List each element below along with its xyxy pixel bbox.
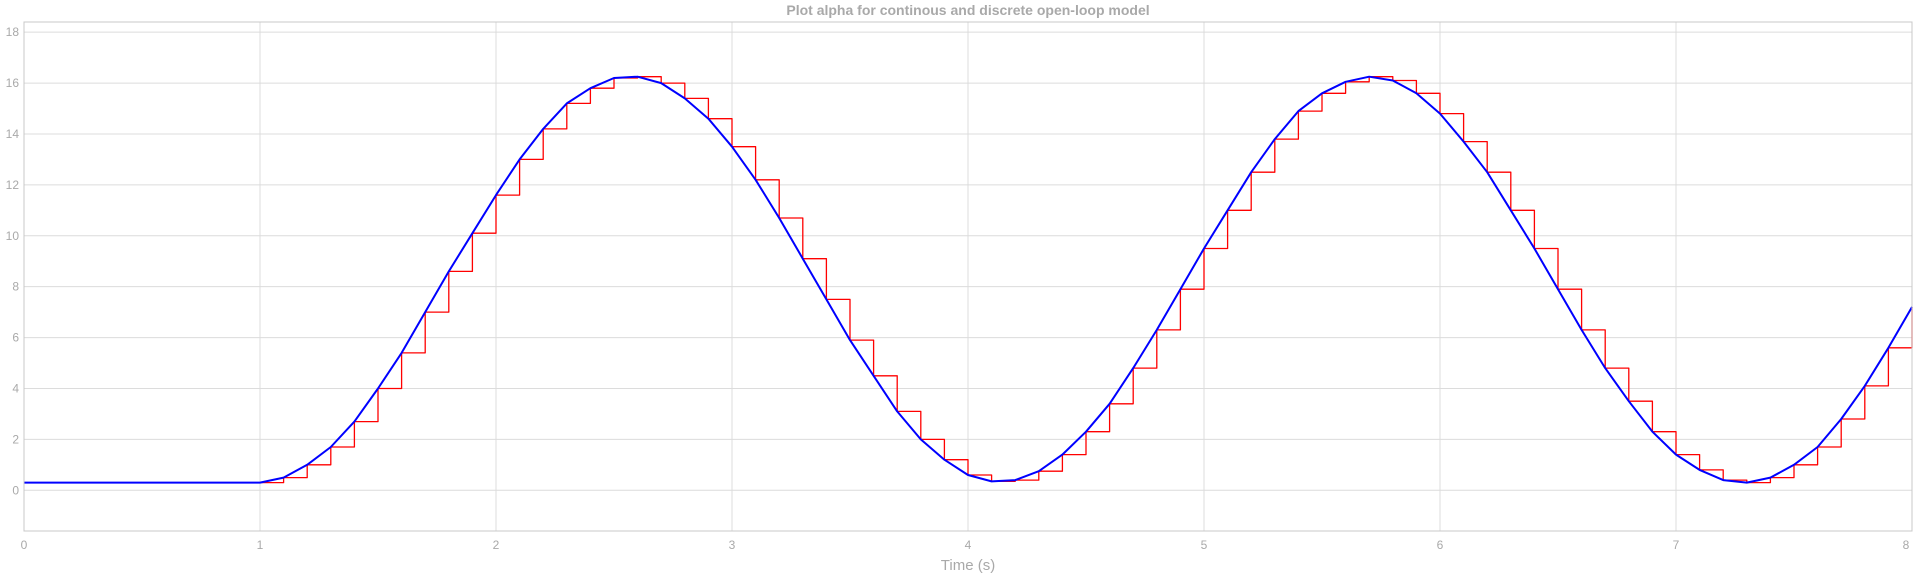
y-tick-label: 14	[6, 127, 20, 141]
grid-lines	[23, 22, 1913, 531]
x-tick-label: 2	[493, 538, 500, 552]
y-tick-label: 4	[12, 381, 19, 395]
y-tick-label: 10	[6, 229, 20, 243]
x-tick-label: 8	[1903, 538, 1910, 552]
y-tick-label: 0	[12, 483, 19, 497]
x-tick-label: 6	[1437, 538, 1444, 552]
x-tick-label: 7	[1673, 538, 1680, 552]
x-axis-label: Time (s)	[940, 557, 996, 574]
chart-title: Plot alpha for continous and discrete op…	[786, 2, 1150, 18]
x-tick-label: 3	[729, 538, 736, 552]
y-tick-label: 6	[12, 331, 19, 345]
x-tick-label: 0	[21, 538, 28, 552]
continuous-series-line	[24, 75, 1913, 484]
axes-frame	[23, 21, 1913, 532]
y-tick-label: 2	[12, 432, 19, 446]
y-tick-label: 8	[12, 280, 19, 294]
x-tick-label: 5	[1201, 538, 1208, 552]
series-layer	[24, 75, 1913, 484]
y-tick-label: 16	[6, 76, 20, 90]
axes	[23, 21, 1913, 532]
discrete-series-line	[24, 76, 1913, 484]
y-tick-label: 12	[6, 178, 20, 192]
x-tick-label: 4	[965, 538, 972, 552]
y-tick-label: 18	[6, 25, 20, 39]
x-tick-label: 1	[257, 538, 264, 552]
